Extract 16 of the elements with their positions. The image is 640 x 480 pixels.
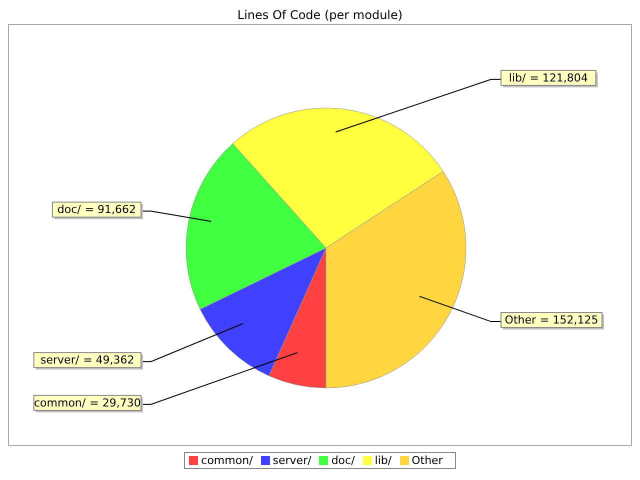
slice-label: server/ [40,354,80,367]
slice-label: doc/ [57,203,82,216]
data-label: = 91,662 [84,203,136,216]
legend-label: doc/ [330,454,355,467]
data-label: = 29,730 [90,396,141,410]
legend-label: common/ [200,454,253,467]
chart-title: Lines Of Code (per module) [236,8,404,24]
legend-label: Other [410,454,443,467]
legend-label: lib/ [374,454,392,467]
data-label: = 121,804 [530,71,588,84]
slice-label: common/ [34,396,86,410]
slice-label: Other [504,314,536,327]
slice-label: lib/ [508,71,526,84]
data-label: = 152,125 [540,314,598,327]
data-label: = 49,362 [83,354,134,367]
legend-label: server/ [272,454,312,467]
